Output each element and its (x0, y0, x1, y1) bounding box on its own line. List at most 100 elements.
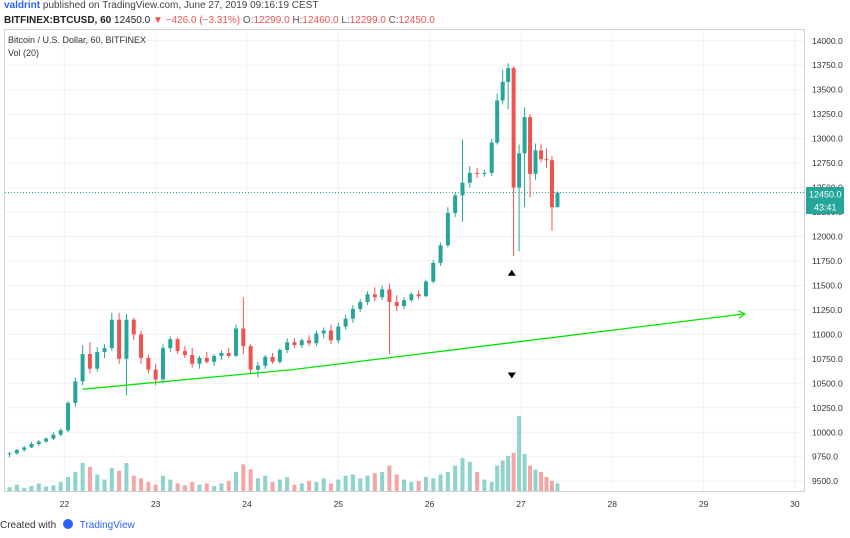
y-tick-label: 13500.0 (812, 85, 843, 95)
candle-body (29, 444, 34, 448)
low-label: L: (341, 15, 350, 26)
y-tick-label: 13250.0 (812, 109, 843, 119)
volume-bar (190, 482, 195, 491)
volume-bar (277, 479, 282, 491)
candle-body (460, 182, 465, 196)
candle-body (314, 333, 319, 344)
candle-body (36, 441, 41, 445)
candle-body (380, 289, 385, 298)
grid (5, 30, 804, 491)
y-tick-label: 10000.0 (812, 427, 843, 437)
chart-border (4, 29, 805, 492)
volume-bar (358, 478, 363, 491)
time-axis[interactable]: 22 23 24 25 26 27 28 29 30 (60, 499, 800, 509)
candle-body (58, 430, 63, 435)
volume-bar (80, 463, 85, 491)
candle-body (336, 326, 341, 341)
price-chart[interactable]: 14000.0 13750.0 13500.0 13250.0 13000.0 12750… (0, 29, 850, 517)
tradingview-link[interactable]: TradingView (79, 520, 135, 531)
volume-bar (350, 474, 355, 491)
volume-bar (131, 475, 136, 491)
candle-body (387, 289, 392, 303)
candle-body (500, 81, 505, 101)
published-text: published on TradingView.com, June 27, 2… (42, 0, 319, 11)
candle-body (139, 334, 144, 358)
candle-body (453, 195, 458, 214)
candle-body (544, 159, 549, 161)
y-tick-label: 12000.0 (812, 232, 843, 242)
candle-body (489, 142, 494, 173)
candle-body (153, 369, 158, 380)
price-change: −426.0 (−3.31%) (165, 15, 241, 26)
candle-body (343, 318, 348, 327)
price-axis[interactable]: 14000.0 13750.0 13500.0 13250.0 13000.0 12750… (812, 36, 843, 486)
volume-bar (409, 482, 414, 491)
x-tick-label: 25 (334, 499, 344, 509)
y-tick-label: 13000.0 (812, 134, 843, 144)
candle-body (255, 365, 260, 370)
volume-bar (87, 466, 92, 491)
y-tick-label: 11000.0 (812, 329, 842, 339)
volume-bar (292, 484, 297, 491)
volume-bar (453, 465, 458, 491)
volume-bar (517, 416, 522, 491)
volume-bar (14, 484, 19, 491)
candle-body (292, 342, 297, 346)
x-tick-label: 27 (516, 499, 526, 509)
trendline[interactable] (82, 368, 293, 390)
countdown-label: 43:41 (814, 203, 837, 213)
candle-body (219, 352, 224, 356)
candle-body (146, 357, 151, 370)
x-tick-label: 28 (608, 499, 618, 509)
y-tick-label: 10750.0 (812, 354, 843, 364)
candle-body (204, 357, 209, 362)
candle-body (539, 150, 544, 160)
candle-body (482, 172, 487, 174)
candle-body (182, 351, 187, 355)
y-tick-label: 12750.0 (812, 158, 843, 168)
candle-body (190, 354, 195, 364)
volume-bar (241, 464, 246, 491)
candle-body (241, 328, 246, 347)
y-tick-label: 9500.0 (812, 476, 838, 486)
candle-body (131, 319, 136, 335)
volume-bar (219, 483, 224, 491)
candle-body (160, 348, 165, 380)
marker-up-icon (507, 269, 516, 276)
volume-bar (482, 479, 487, 491)
symbol-info-bar: BITFINEX:BTCUSD, 60 12450.0 ▼ −426.0 (−3… (0, 15, 850, 28)
volume-bar (226, 480, 231, 491)
candle-body (431, 262, 436, 282)
candle-body (175, 339, 180, 352)
volume-bar (182, 485, 187, 491)
author-link[interactable]: valdrint (4, 0, 41, 11)
close-value: 12450.0 (398, 15, 435, 26)
open-label: O: (242, 15, 254, 26)
candle-body (555, 192, 560, 208)
volume-bar (66, 477, 71, 491)
volume-bar (204, 483, 209, 491)
volume-bar (475, 471, 480, 491)
candle-body (95, 352, 100, 369)
candle-body (234, 328, 239, 356)
current-price-tag: 12450.0 43:41 (806, 187, 844, 214)
volume-bar (153, 484, 158, 491)
volume-bar (168, 479, 173, 491)
y-tick-label: 11500.0 (812, 280, 842, 290)
volume-bar (263, 475, 268, 491)
y-tick-label: 9750.0 (812, 452, 838, 462)
candle-body (66, 402, 71, 431)
trendline[interactable] (292, 313, 745, 371)
volume-bar (402, 479, 407, 491)
volume-bar (29, 485, 34, 491)
volume-bar (36, 483, 41, 491)
candle-body (51, 434, 56, 439)
volume-bar (7, 487, 12, 491)
volume-bar (117, 470, 122, 491)
volume-bar (372, 473, 377, 491)
y-tick-label: 10500.0 (812, 378, 843, 388)
volume-bar (314, 482, 319, 491)
volume-bar (299, 483, 304, 491)
candle-body (87, 353, 92, 369)
candle-body (402, 300, 407, 307)
